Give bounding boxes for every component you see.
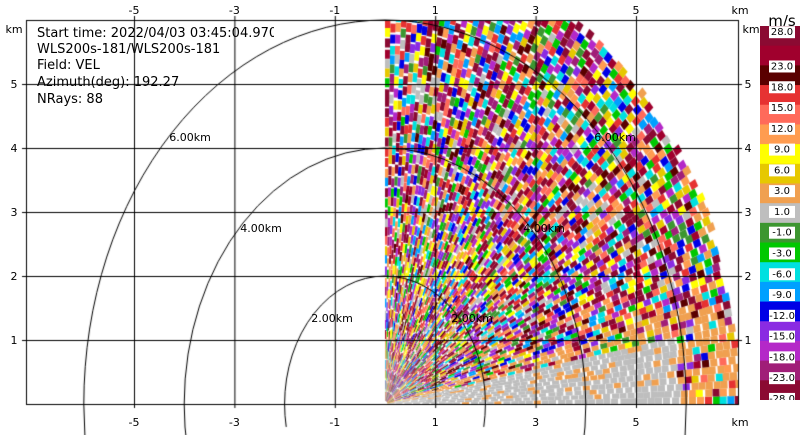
colorbar-tick-label: 15.0	[771, 103, 793, 114]
colorbar-tick-bg	[769, 164, 795, 177]
colorbar-tick-bg	[769, 102, 795, 115]
colorbar-tick-bg	[769, 60, 795, 73]
colorbar-tick-bg	[769, 143, 795, 156]
colorbar-tick-bg	[769, 392, 795, 400]
colorbar-tick-label: 1.0	[774, 207, 790, 218]
colorbar-tick-label: 6.0	[774, 165, 790, 176]
colorbar-tick-bg	[769, 247, 795, 260]
instrument-text: WLS200s-181/WLS200s-181	[37, 42, 221, 57]
colorbar-tick-label: -28.0	[769, 394, 795, 400]
colorbar-tick-bg	[769, 330, 795, 343]
colorbar-tick-bg	[769, 351, 795, 364]
colorbar-tick-label: -12.0	[769, 311, 795, 322]
colorbar-tick-bg	[769, 26, 795, 39]
colorbar-tick-label: 12.0	[771, 124, 793, 135]
colorbar-tick-label: 18.0	[771, 82, 793, 93]
start-time-text: Start time: 2022/04/03 03:45:04.970	[37, 26, 274, 41]
colorbar-tick-bg	[769, 185, 795, 198]
colorbar-tick-bg	[769, 205, 795, 218]
azimuth-text: Azimuth(deg): 192.27	[37, 75, 180, 90]
colorbar-tick-label: -3.0	[772, 248, 792, 259]
colorbar-tick-label: -9.0	[772, 290, 792, 301]
colorbar-tick-bg	[769, 122, 795, 135]
nrays-text: NRays: 88	[37, 92, 103, 107]
colorbar-tick-label: 3.0	[774, 186, 790, 197]
colorbar-tick-label: -23.0	[769, 373, 795, 384]
colorbar-tick-bg	[769, 81, 795, 94]
colorbar-tick-label: -18.0	[769, 352, 795, 363]
field-text: Field: VEL	[37, 58, 100, 73]
colorbar-tick-bg	[769, 226, 795, 239]
colorbar-tick-label: -6.0	[772, 269, 792, 280]
scan-info-panel: Start time: 2022/04/03 03:45:04.970 WLS2…	[26, 20, 274, 120]
colorbar-tick-bg	[769, 289, 795, 302]
colorbar-unit-label: m/s	[768, 12, 796, 30]
colorbar-tick-label: 9.0	[774, 145, 790, 156]
velocity-colorbar: 28.0 23.0 18.0 15.0 12.0 9.0 6.0 3.0 1.0 -1.0 -3.0…	[760, 26, 800, 400]
colorbar-tick-label: -1.0	[772, 228, 792, 239]
colorbar-tick-label: 23.0	[771, 61, 793, 72]
colorbar-tick-bg	[769, 268, 795, 281]
colorbar-tick-bg	[769, 309, 795, 322]
colorbar-tick-bg	[769, 372, 795, 385]
colorbar-tick-label: -15.0	[769, 332, 795, 343]
colorbar-tick-label: 28.0	[771, 27, 793, 38]
